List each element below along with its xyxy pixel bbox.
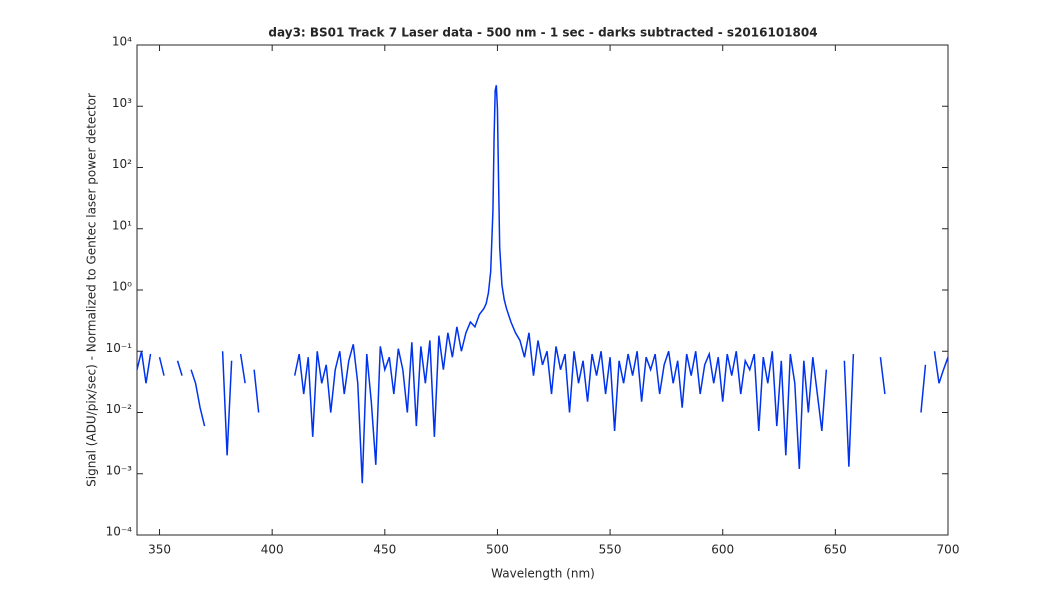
x-tick-label: 500 bbox=[486, 543, 509, 557]
x-tick-label: 700 bbox=[937, 543, 960, 557]
y-tick-label: 10⁻⁴ bbox=[106, 525, 133, 539]
y-tick-label: 10⁻² bbox=[106, 402, 133, 416]
y-axis-label: Signal (ADU/pix/sec) - Normalized to Gen… bbox=[85, 93, 99, 487]
x-axis-label: Wavelength (nm) bbox=[491, 567, 595, 581]
x-tick-label: 450 bbox=[373, 543, 396, 557]
y-tick-label: 10² bbox=[112, 157, 132, 171]
data-line bbox=[136, 85, 949, 484]
y-tick-label: 10³ bbox=[112, 96, 132, 110]
x-tick-label: 400 bbox=[261, 543, 284, 557]
y-tick-label: 10⁴ bbox=[112, 35, 132, 49]
y-tick-label: 10¹ bbox=[112, 218, 132, 232]
y-tick-label: 10⁻¹ bbox=[106, 341, 133, 355]
chart-title: day3: BS01 Track 7 Laser data - 500 nm -… bbox=[268, 26, 817, 40]
x-tick-label: 600 bbox=[711, 543, 734, 557]
x-tick-label: 650 bbox=[824, 543, 847, 557]
y-tick-label: 10⁻³ bbox=[106, 463, 133, 477]
x-tick-label: 550 bbox=[599, 543, 622, 557]
x-tick-label: 350 bbox=[148, 543, 171, 557]
y-tick-label: 10⁰ bbox=[112, 280, 132, 294]
